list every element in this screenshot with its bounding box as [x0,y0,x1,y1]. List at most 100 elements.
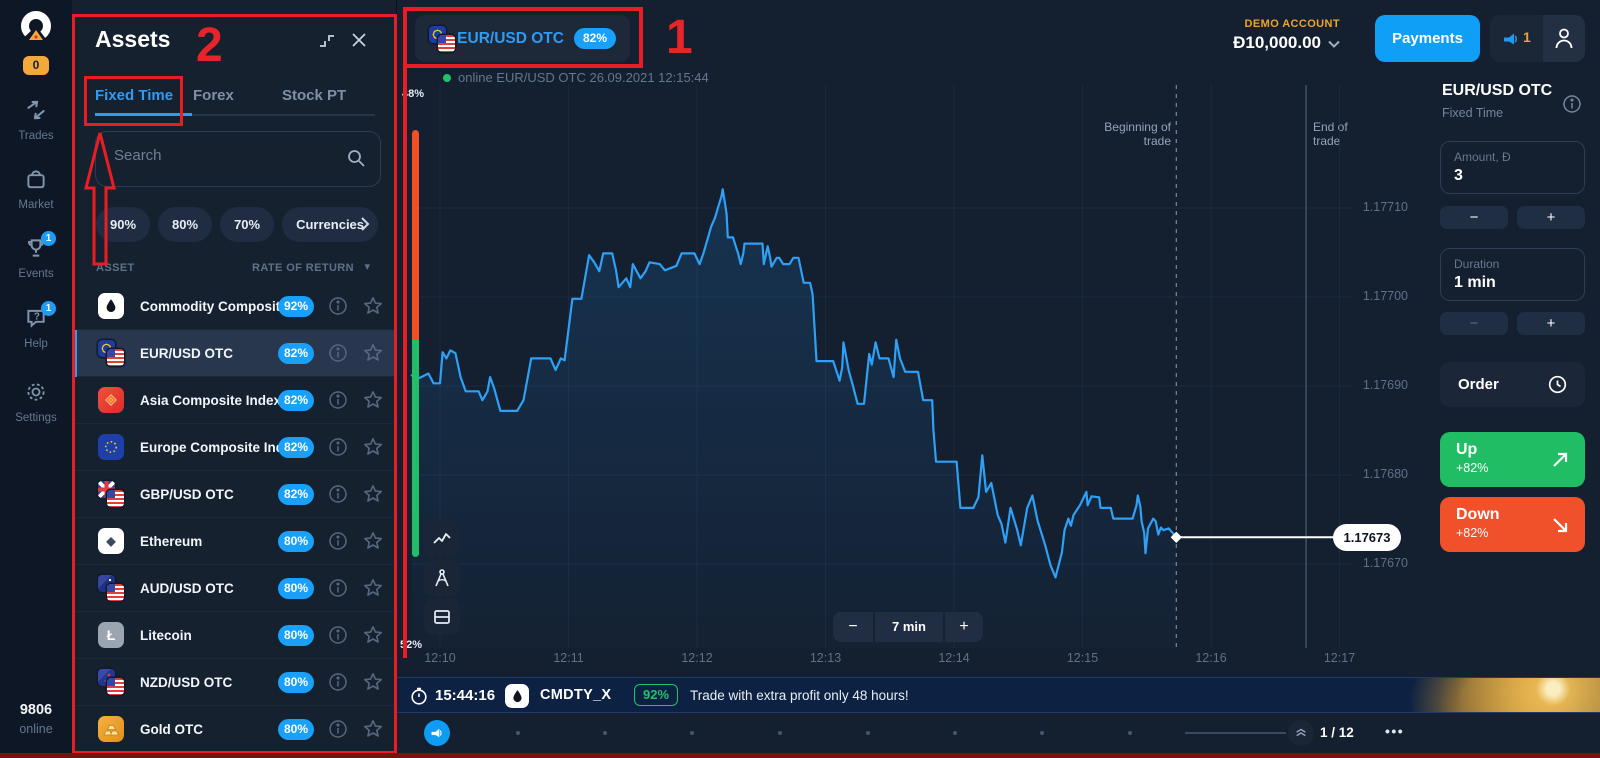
search-input[interactable] [112,146,332,165]
sidebar-item-help[interactable]: ? 1 Help [0,301,72,350]
info-icon[interactable] [328,484,348,504]
favorite-star-icon[interactable] [363,672,383,692]
asset-row[interactable]: Gold OTC 80% [72,706,397,753]
pagination-dot[interactable] [516,731,520,735]
info-icon[interactable] [328,390,348,410]
asia-icon [98,387,124,413]
sentiment-down-percent: 52% [400,639,423,651]
duration-plus-button[interactable]: + [1517,312,1585,335]
asset-row[interactable]: Asia Composite Index 82% [72,377,397,424]
filter-chip-80pct[interactable]: 80% [158,207,213,242]
time-axis-label: 12:12 [681,651,713,665]
sidebar-item-events[interactable]: 1 Events [0,231,72,280]
favorite-star-icon[interactable] [363,578,383,598]
layout-button[interactable] [424,599,460,635]
amount-field[interactable]: Amount, Đ 3 [1440,141,1585,194]
asset-row[interactable]: GBP/USD OTC 82% [72,471,397,518]
pagination-dot[interactable] [1040,731,1044,735]
logo-counter-badge[interactable]: 0 [23,56,49,75]
favorite-star-icon[interactable] [363,625,383,645]
info-icon[interactable] [328,343,348,363]
asset-name: EUR/USD OTC [140,346,234,361]
tab-forex[interactable]: Forex [193,87,234,104]
news-ticker[interactable]: 15:44:16 CMDTY_X 92% Trade with extra pr… [397,677,1600,713]
favorite-star-icon[interactable] [363,531,383,551]
chips-scroll-right-icon[interactable] [357,216,373,232]
amount-plus-button[interactable]: + [1517,206,1585,229]
up-button[interactable]: Up +82% [1440,432,1585,487]
announcement-button[interactable] [424,720,450,746]
filter-chip-90pct[interactable]: 90% [96,207,151,242]
close-panel-icon[interactable] [349,30,369,50]
info-icon[interactable] [328,578,348,598]
sidebar-item-settings[interactable]: Settings [0,380,72,424]
sidebar-item-market[interactable]: Market [0,167,72,211]
payments-button[interactable]: Payments [1375,15,1480,62]
info-icon[interactable] [328,672,348,692]
column-header-rate-of-return[interactable]: RATE OF RETURN [252,262,354,274]
asset-search[interactable] [95,131,381,187]
announcements-button[interactable] [1490,15,1543,62]
asset-row[interactable]: Commodity Composit... 92% [72,283,397,330]
tab-fixed-time[interactable]: Fixed Time [95,87,174,104]
rate-of-return-badge: 92% [278,296,314,317]
info-icon[interactable] [328,625,348,645]
account-balance: Đ10,000.00 [1150,33,1340,53]
pagination-dot[interactable] [690,731,694,735]
info-icon[interactable] [1562,94,1582,114]
pagination-dot[interactable] [603,731,607,735]
pagination-dot[interactable] [778,731,782,735]
amount-minus-button[interactable]: − [1440,206,1508,229]
favorite-star-icon[interactable] [363,296,383,316]
asset-row[interactable]: ◆ Ethereum 80% [72,518,397,565]
duration-field[interactable]: Duration 1 min [1440,248,1585,301]
info-icon[interactable] [328,719,348,739]
timeframe-zoom-out-button[interactable]: − [833,612,873,642]
price-chart[interactable] [397,68,1408,668]
asset-row[interactable]: Ł Litecoin 80% [72,612,397,659]
filter-chip-70pct[interactable]: 70% [220,207,275,242]
pagination-dot[interactable] [1128,731,1132,735]
tabs-divider [95,114,375,116]
price-axis-label: 1.17690 [1362,378,1408,392]
favorite-star-icon[interactable] [363,390,383,410]
order-label: Order [1458,376,1499,393]
asset-row[interactable]: Europe Composite Index 82% [72,424,397,471]
pair-tab-label: EUR/USD OTC [457,29,564,47]
favorite-star-icon[interactable] [363,719,383,739]
asset-row[interactable]: AUD/USD OTC 80% [72,565,397,612]
favorite-star-icon[interactable] [363,437,383,457]
sidebar-item-label: Market [18,199,54,211]
asset-row[interactable]: EUR/USD OTC 82% [72,330,397,377]
arrow-down-right-icon [1553,518,1568,533]
down-button[interactable]: Down +82% [1440,497,1585,552]
more-button[interactable]: ••• [1385,723,1405,739]
favorite-star-icon[interactable] [363,343,383,363]
duration-minus-button[interactable]: − [1440,312,1508,335]
sidebar-item-trades[interactable]: Trades [0,98,72,142]
collapse-panel-icon[interactable] [318,32,336,50]
profile-button[interactable] [1543,15,1585,62]
rate-of-return-badge: 82% [278,343,314,364]
pagination-dot[interactable] [866,731,870,735]
chart-type-line-button[interactable] [424,521,460,557]
sort-caret-icon[interactable]: ▾ [364,261,370,273]
time-axis-label: 12:11 [553,651,584,665]
timeframe-zoom-in-button[interactable]: + [945,612,983,642]
favorite-star-icon[interactable] [363,484,383,504]
account-switcher[interactable]: DEMO ACCOUNT Đ10,000.00 [1150,18,1340,53]
stack-icon[interactable] [1288,720,1314,746]
pagination-dot[interactable] [953,731,957,735]
tab-stock-pt[interactable]: Stock PT [282,87,347,104]
active-pair-tab[interactable]: EUR/USD OTC 82% [415,15,630,62]
price-axis-label: 1.17670 [1362,556,1408,570]
info-icon[interactable] [328,296,348,316]
drawing-tools-button[interactable] [424,560,460,596]
asset-row[interactable]: NZD/USD OTC 80% [72,659,397,706]
filter-chip-currencies[interactable]: Currencies [282,207,379,242]
app-logo-icon[interactable] [19,10,53,48]
info-icon[interactable] [328,437,348,457]
order-button[interactable]: Order [1440,362,1585,407]
svg-text:?: ? [34,312,40,323]
info-icon[interactable] [328,531,348,551]
